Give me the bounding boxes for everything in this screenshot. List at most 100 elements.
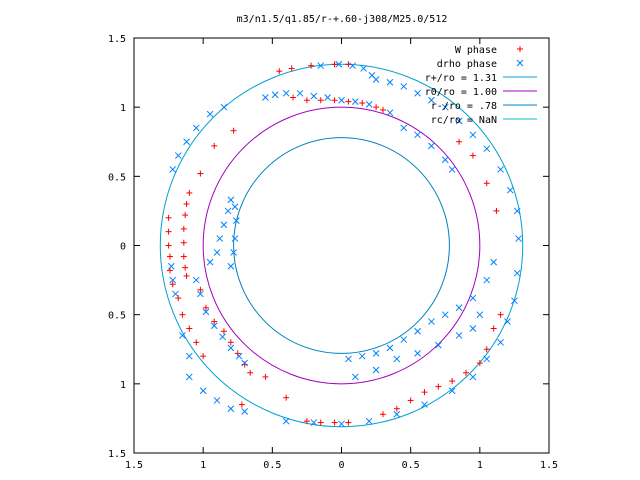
w-phase-point <box>186 325 193 332</box>
y-tick-label: 1 <box>120 380 126 391</box>
drho-phase-point <box>183 138 190 146</box>
drho-phase-point <box>227 262 235 270</box>
drho-phase-point <box>400 124 408 132</box>
drho-phase-point <box>490 258 498 266</box>
w-phase-point <box>331 419 338 426</box>
reference-circles <box>159 63 524 428</box>
drho-phase-point <box>224 207 232 215</box>
w-phase-point <box>183 201 190 207</box>
drho-phase-point <box>338 96 345 104</box>
drho-phase-point <box>455 117 463 125</box>
w-phase-point <box>165 242 172 249</box>
drho-phase-point <box>365 101 373 108</box>
drho-phase-point <box>483 145 491 153</box>
drho-phase-point <box>220 103 228 111</box>
w-phase-point <box>393 405 400 412</box>
legend-label: W phase <box>455 45 497 56</box>
w-phase-point <box>283 394 290 401</box>
drho-phase-point <box>213 249 221 256</box>
w-phase-point <box>421 389 428 396</box>
drho-phase-point <box>219 333 226 341</box>
drho-phase-point <box>213 397 221 404</box>
drho-phase-point <box>282 417 290 425</box>
x-tick-label: 0.5 <box>263 460 281 471</box>
y-tick-label: 0 <box>120 242 126 253</box>
drho-phase-point <box>506 186 514 194</box>
drho-phase-point <box>262 94 269 101</box>
x-tick-label: 1 <box>477 460 483 471</box>
drho-phase-point <box>169 166 177 173</box>
drho-phase-point <box>310 92 318 100</box>
w-phase-point <box>331 61 338 68</box>
w-phase-point <box>262 373 269 380</box>
legend-label: drho phase <box>437 59 497 70</box>
w-phase-point <box>182 264 189 271</box>
drho-phase-point <box>386 109 394 117</box>
w-phase-point <box>469 152 476 159</box>
drho-phase-point <box>231 235 239 242</box>
w-phase-point <box>476 360 483 367</box>
w-phase-point <box>197 286 204 293</box>
w-phase-point <box>202 304 209 311</box>
w-phase-point <box>238 401 245 408</box>
drho-phase-point <box>185 352 193 360</box>
drho-phase-point <box>504 318 511 325</box>
y-tick-label: 0.5 <box>108 172 126 183</box>
drho-phase-point <box>441 103 449 111</box>
drho-phase-point <box>513 269 521 277</box>
drho-phase-point <box>317 62 325 70</box>
drho-phase-point <box>455 332 463 339</box>
drho-phase-point <box>421 401 428 408</box>
w-phase-point <box>180 253 187 260</box>
legend-label: r+/ro = 1.31 <box>425 73 497 84</box>
w-phase-point <box>345 61 352 68</box>
legend-label: r-/ro = .78 <box>431 101 497 112</box>
drho-phase-point <box>227 196 235 204</box>
w-phase-point <box>193 339 200 346</box>
y-tick-label: 1.5 <box>108 34 126 45</box>
drho-phase-point <box>271 91 279 99</box>
drho-phase-point <box>434 341 442 349</box>
drho-phase-point <box>372 366 380 374</box>
w-phase-point <box>435 383 442 390</box>
drho-phase-point <box>515 235 522 242</box>
drho-phase-point <box>428 96 435 104</box>
y-tick-label: 1 <box>120 103 126 114</box>
drho-phase-point <box>199 387 207 395</box>
drho-phase-point <box>469 325 477 332</box>
drho-phase-point <box>414 327 421 335</box>
w-phase-point <box>497 311 504 318</box>
drho-phase-point <box>351 98 359 105</box>
w-phase-point <box>276 68 283 75</box>
circle-r-0_78 <box>233 137 450 354</box>
drho-phase-point <box>231 203 239 211</box>
drho-phase-point <box>324 94 332 101</box>
drho-phase-point <box>202 308 210 316</box>
drho-phase-point <box>393 410 401 418</box>
w-phase-point <box>165 214 172 221</box>
w-phase-point <box>197 170 204 177</box>
drho-phase-point <box>241 359 249 367</box>
w-phase-point <box>179 311 186 318</box>
drho-phase-point <box>455 304 463 312</box>
drho-phase-point <box>227 344 235 352</box>
drho-phase-point <box>349 62 356 70</box>
drho-phase-point <box>167 262 175 270</box>
drho-phase-point <box>469 294 477 302</box>
w-phase-point <box>220 328 227 335</box>
w-phase-point <box>183 272 190 279</box>
drho-phase-point <box>441 156 449 164</box>
drho-phase-point <box>206 110 214 118</box>
x-tick-label: 0.5 <box>402 460 420 471</box>
w-phase-point <box>288 65 295 72</box>
drho-phase-point <box>448 387 456 395</box>
drho-phase-point <box>497 338 504 346</box>
drho-phase-point <box>230 249 237 256</box>
drho-phase-point <box>414 89 421 97</box>
drho-phase-point <box>400 83 408 90</box>
drho-phase-point <box>174 152 182 159</box>
drho-phase-point <box>192 124 200 132</box>
w-phase-point <box>186 189 193 196</box>
